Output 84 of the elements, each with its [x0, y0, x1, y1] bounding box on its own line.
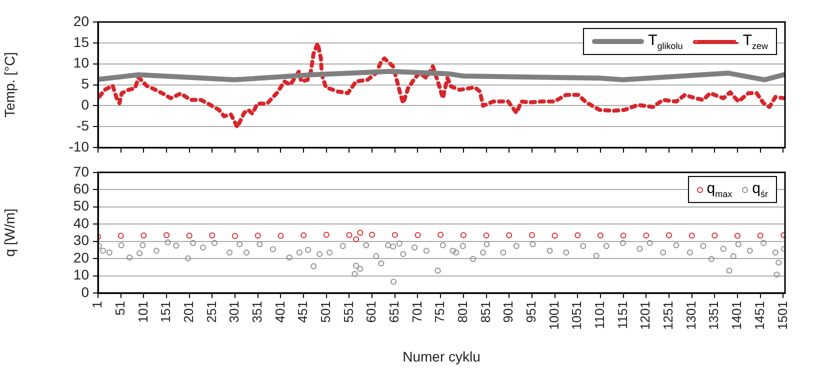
- legend-label: q$_{śr}$: [752, 180, 768, 199]
- y-tick-label: 20: [73, 249, 90, 266]
- point: [118, 232, 124, 239]
- point: [254, 232, 261, 239]
- y-tick-label: 15: [73, 34, 90, 50]
- point: [186, 232, 192, 239]
- x-tick-label: 901: [500, 301, 516, 323]
- x-tick-label: 101: [135, 301, 150, 323]
- y-tick-label: 10: [73, 266, 90, 283]
- y-axis-title: q [W/m]: [1, 208, 18, 257]
- point: [209, 232, 216, 238]
- y-tick-label: 5: [81, 76, 90, 92]
- x-tick-label: 801: [455, 301, 470, 323]
- point: [323, 232, 330, 238]
- x-tick-label: 551: [340, 301, 356, 323]
- x-tick-label: 751: [432, 301, 448, 323]
- point: [392, 232, 398, 238]
- point: [597, 232, 604, 238]
- y-tick-label: 40: [73, 214, 90, 231]
- point: [506, 232, 512, 238]
- y-tick-label: 30: [73, 232, 90, 248]
- y-tick-label: 10: [73, 54, 90, 71]
- x-tick-label: 1201: [638, 301, 653, 330]
- y-tick-label: -10: [68, 138, 90, 154]
- point: [620, 232, 626, 239]
- x-tick-label: 151: [158, 301, 174, 323]
- y-tick-label: 70: [73, 163, 90, 180]
- x-tick-label: 601: [364, 301, 379, 323]
- y-tick-label: 0: [81, 284, 90, 300]
- x-tick-label: 401: [272, 301, 288, 323]
- point: [278, 232, 284, 239]
- x-tick-label: 201: [180, 301, 196, 323]
- point: [643, 232, 650, 238]
- point: [164, 232, 170, 238]
- point: [712, 232, 718, 238]
- x-tick-label: 1451: [752, 301, 767, 330]
- point: [757, 232, 764, 239]
- point: [734, 232, 740, 239]
- x-tick-label: 1: [90, 301, 105, 308]
- point: [232, 232, 238, 239]
- x-tick-label: 251: [204, 301, 219, 323]
- y-axis-title: Temp. [°C]: [1, 52, 18, 118]
- point: [140, 232, 147, 238]
- x-tick-label: 1501: [774, 301, 790, 330]
- y-tick-label: 60: [73, 180, 90, 196]
- legend-label: T$_{zew}$: [742, 32, 768, 51]
- point: [346, 232, 352, 238]
- x-tick-label: 501: [318, 301, 333, 323]
- x-tick-label: 51: [112, 301, 128, 316]
- legend-label: T$_{glikolu}$: [648, 32, 683, 51]
- x-tick-label: 701: [409, 301, 424, 323]
- point: [574, 232, 581, 238]
- point: [369, 232, 376, 238]
- point: [666, 232, 672, 238]
- point: [438, 232, 444, 238]
- y-tick-label: 0: [81, 96, 90, 113]
- x-tick-label: 351: [249, 301, 264, 323]
- x-tick-label: 1101: [592, 301, 608, 329]
- x-tick-label: 1051: [569, 301, 584, 330]
- x-tick-label: 651: [386, 301, 402, 323]
- x-tick-label: 1251: [660, 301, 676, 330]
- x-tick-label: 301: [226, 301, 242, 323]
- point: [300, 232, 307, 238]
- x-tick-label: 451: [295, 301, 310, 323]
- x-tick-label: 1351: [706, 301, 722, 330]
- y-tick-label: -5: [76, 118, 90, 134]
- point: [414, 232, 421, 238]
- point: [357, 230, 364, 236]
- point: [353, 236, 360, 242]
- x-tick-label: 1151: [614, 301, 630, 329]
- point: [528, 232, 535, 238]
- y-tick-label: 50: [73, 198, 90, 214]
- x-tick-label: 1001: [546, 301, 562, 330]
- point: [483, 232, 490, 238]
- x-tick-label: 851: [478, 301, 493, 323]
- x-tick-label: 1301: [683, 301, 698, 330]
- x-tick-label: 951: [524, 301, 539, 323]
- y-tick-label: 20: [73, 12, 90, 29]
- point: [552, 232, 558, 239]
- point: [688, 232, 695, 239]
- x-axis-title: Numer cyklu: [402, 348, 480, 364]
- point: [460, 232, 466, 238]
- x-tick-label: 1401: [729, 301, 744, 330]
- legend-label: q$_{max}$: [706, 180, 732, 199]
